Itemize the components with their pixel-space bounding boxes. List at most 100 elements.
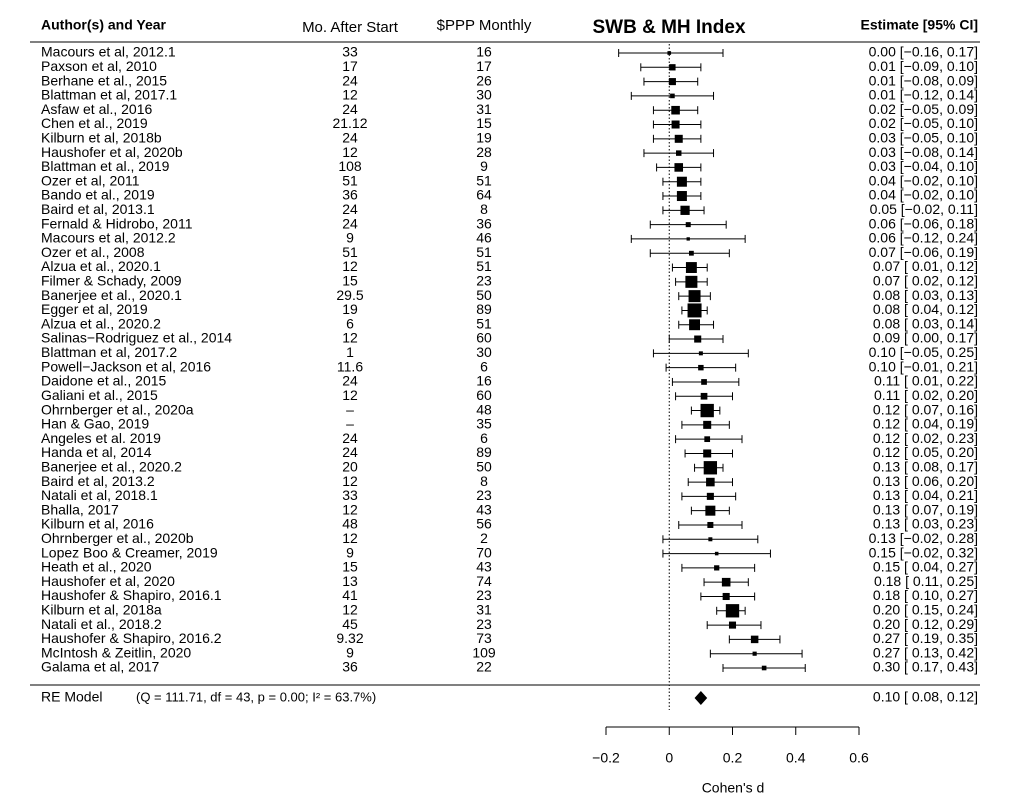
months: 45 <box>342 616 358 632</box>
months: 12 <box>342 258 358 274</box>
x-tick-label: 0.4 <box>786 750 806 766</box>
estimate-label: 0.13 [ 0.07, 0.19] <box>873 501 978 517</box>
ppp: 31 <box>476 101 492 117</box>
study-name: Daidone et al., 2015 <box>41 373 167 389</box>
study-name: Salinas−Rodriguez et al., 2014 <box>41 330 232 346</box>
estimate-box <box>708 537 713 542</box>
study-name: Baird et al, 2013.2 <box>41 473 155 489</box>
months: 12 <box>342 387 358 403</box>
months: 9.32 <box>336 630 363 646</box>
estimate-box <box>668 78 676 86</box>
ppp: 60 <box>476 330 492 346</box>
estimate-label: 0.02 [−0.05, 0.10] <box>869 115 978 131</box>
study-name: Ohrnberger et al., 2020b <box>41 530 194 546</box>
ppp: 51 <box>476 172 492 188</box>
study-name: Macours et al, 2012.2 <box>41 230 176 246</box>
estimate-box <box>728 621 737 629</box>
study-name: Filmer & Schady, 2009 <box>41 273 182 289</box>
study-name: Paxson et al, 2010 <box>41 58 157 74</box>
ppp: 23 <box>476 273 492 289</box>
study-name: Galama et al, 2017 <box>41 659 160 675</box>
summary-stats: (Q = 111.71, df = 43, p = 0.00; I² = 63.… <box>136 689 376 704</box>
months: 12 <box>342 87 358 103</box>
estimate-label: 0.20 [ 0.15, 0.24] <box>873 601 978 617</box>
months: 24 <box>342 430 358 446</box>
months: 108 <box>338 158 362 174</box>
months: 12 <box>342 473 358 489</box>
ppp: 43 <box>476 501 492 517</box>
months: 12 <box>342 501 358 517</box>
months: 24 <box>342 373 358 389</box>
estimate-box <box>721 577 731 587</box>
header-study: Author(s) and Year <box>41 17 167 33</box>
study-name: Lopez Boo & Creamer, 2019 <box>41 544 218 560</box>
estimate-label: 0.02 [−0.05, 0.09] <box>869 101 978 117</box>
ppp: 28 <box>476 144 492 160</box>
study-name: Blattman et al, 2017.1 <box>41 87 177 103</box>
months: 19 <box>342 301 358 317</box>
estimate-box <box>689 319 701 331</box>
estimate-box <box>676 150 682 156</box>
study-name: Chen et al., 2019 <box>41 115 148 131</box>
ppp: 50 <box>476 287 492 303</box>
estimate-label: 0.20 [ 0.12, 0.29] <box>873 616 978 632</box>
months: 36 <box>342 187 358 203</box>
ppp: 17 <box>476 58 492 74</box>
months: 24 <box>342 72 358 88</box>
estimate-box <box>671 105 680 115</box>
study-name: Heath et al., 2020 <box>41 559 152 575</box>
estimate-box <box>698 351 703 356</box>
estimate-box <box>703 420 712 429</box>
months: 11.6 <box>337 358 363 374</box>
estimate-label: 0.11 [ 0.01, 0.22] <box>874 373 978 389</box>
months: 33 <box>342 487 358 503</box>
x-tick-label: −0.2 <box>592 750 620 766</box>
months: – <box>346 416 354 432</box>
ppp: 74 <box>476 573 492 589</box>
ppp: 89 <box>476 301 492 317</box>
estimate-label: 0.27 [ 0.19, 0.35] <box>873 630 978 646</box>
ppp: 16 <box>476 44 492 60</box>
study-name: Baird et al, 2013.1 <box>41 201 155 217</box>
estimate-label: 0.03 [−0.05, 0.10] <box>869 130 978 146</box>
estimate-box <box>705 505 716 516</box>
estimate-box <box>680 205 690 215</box>
estimate-box <box>685 262 697 273</box>
months: 1 <box>346 344 354 360</box>
estimate-label: 0.15 [−0.02, 0.32] <box>869 544 978 560</box>
estimate-label: 0.01 [−0.12, 0.14] <box>869 87 978 103</box>
study-name: Natali et al., 2018.2 <box>41 616 162 632</box>
header-months: Mo. After Start <box>302 19 399 36</box>
ppp: 35 <box>476 416 492 432</box>
chart-title: SWB & MH Index <box>592 17 745 38</box>
estimate-box <box>667 51 672 55</box>
estimate-label: 0.00 [−0.16, 0.17] <box>869 44 978 60</box>
estimate-box <box>703 449 712 458</box>
estimate-box <box>761 665 767 671</box>
estimate-box <box>676 176 687 187</box>
study-name: McIntosh & Zeitlin, 2020 <box>41 644 191 660</box>
study-name: Bhalla, 2017 <box>41 501 119 517</box>
months: 33 <box>342 44 358 60</box>
ppp: 8 <box>480 201 488 217</box>
months: 12 <box>342 330 358 346</box>
ppp: 9 <box>480 158 488 174</box>
study-name: Ohrnberger et al., 2020a <box>41 401 194 417</box>
study-name: Fernald & Hidrobo, 2011 <box>41 215 193 231</box>
estimate-box <box>700 403 714 418</box>
study-name: Galiani et al., 2015 <box>41 387 158 403</box>
estimate-box <box>703 461 718 475</box>
study-name: Powell−Jackson et al, 2016 <box>41 358 211 374</box>
estimate-label: 0.12 [ 0.05, 0.20] <box>873 444 978 460</box>
estimate-label: 0.12 [ 0.02, 0.23] <box>873 430 978 446</box>
months: 41 <box>342 587 358 603</box>
estimate-label: 0.18 [ 0.11, 0.25] <box>874 573 978 589</box>
estimate-label: 0.27 [ 0.13, 0.42] <box>873 644 978 660</box>
estimate-label: 0.12 [ 0.04, 0.19] <box>873 416 978 432</box>
estimate-label: 0.04 [−0.02, 0.10] <box>869 172 978 188</box>
estimate-box <box>686 237 690 241</box>
estimate-label: 0.15 [ 0.04, 0.27] <box>873 559 978 575</box>
study-name: Blattman et al., 2019 <box>41 158 170 174</box>
